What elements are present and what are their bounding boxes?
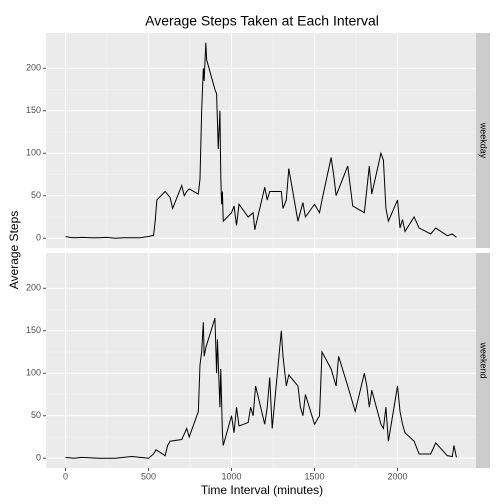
y-tick-label: 150 <box>26 325 41 335</box>
x-tick-label: 1500 <box>305 471 325 481</box>
x-tick-label: 2000 <box>388 471 408 481</box>
facet-strip <box>476 33 490 248</box>
y-tick-label: 100 <box>26 148 41 158</box>
y-tick-label: 200 <box>26 283 41 293</box>
facet-strip <box>476 253 490 468</box>
x-tick-label: 0 <box>63 471 68 481</box>
x-tick-label: 1000 <box>222 471 242 481</box>
panel-background <box>46 253 476 468</box>
facet-label: weekday <box>479 122 489 159</box>
line <box>65 317 457 459</box>
chart-title: Average Steps Taken at Each Interval <box>145 13 379 29</box>
y-tick-label: 0 <box>36 233 41 243</box>
y-tick-label: 100 <box>26 368 41 378</box>
y-tick-label: 50 <box>31 190 41 200</box>
y-axis-label: Average Steps <box>7 211 21 290</box>
x-axis-label: Time Interval (minutes) <box>201 483 323 497</box>
y-tick-label: 150 <box>26 105 41 115</box>
y-tick-label: 50 <box>31 410 41 420</box>
facet-label: weekend <box>479 341 489 378</box>
line <box>65 42 457 239</box>
x-tick-label: 500 <box>141 471 156 481</box>
y-tick-label: 200 <box>26 63 41 73</box>
panel-background <box>46 33 476 248</box>
y-tick-label: 0 <box>36 453 41 463</box>
